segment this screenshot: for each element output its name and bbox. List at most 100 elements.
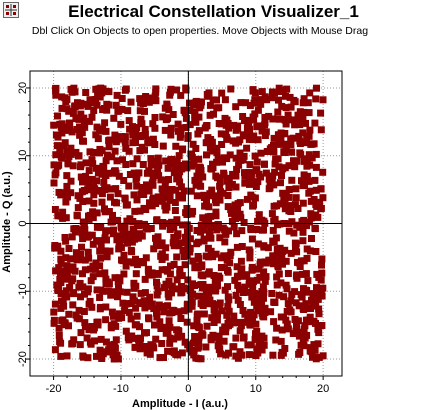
data-point xyxy=(313,84,320,92)
data-point xyxy=(206,101,214,109)
data-point xyxy=(141,131,149,138)
data-point xyxy=(158,266,166,274)
data-point xyxy=(193,227,201,234)
data-point xyxy=(239,307,247,314)
data-point xyxy=(88,303,96,311)
data-point xyxy=(230,319,238,327)
data-point xyxy=(122,201,130,209)
data-point xyxy=(62,189,70,197)
data-point xyxy=(55,324,63,332)
data-point xyxy=(312,163,320,171)
data-point xyxy=(277,313,285,321)
data-point xyxy=(159,142,167,150)
x-tick-label: 0 xyxy=(185,383,191,395)
data-point xyxy=(182,84,190,92)
data-point xyxy=(251,152,259,160)
data-point xyxy=(276,249,284,257)
data-point xyxy=(58,129,66,137)
data-point xyxy=(190,322,198,330)
data-point xyxy=(79,137,86,145)
data-point xyxy=(213,226,221,234)
data-point xyxy=(294,205,302,212)
data-point xyxy=(139,161,147,168)
data-point xyxy=(129,225,137,233)
data-point xyxy=(291,98,299,106)
data-point xyxy=(76,341,84,349)
data-point xyxy=(270,202,278,210)
data-point xyxy=(235,161,243,169)
data-point xyxy=(149,342,157,350)
data-point xyxy=(62,287,70,295)
data-point xyxy=(160,354,167,361)
data-point xyxy=(66,149,74,157)
data-point xyxy=(216,234,224,242)
data-point xyxy=(110,114,118,122)
data-point xyxy=(284,325,292,333)
data-point xyxy=(93,101,101,109)
data-point xyxy=(84,178,92,186)
data-point xyxy=(252,225,260,233)
data-point xyxy=(149,120,157,128)
data-point xyxy=(317,109,325,117)
data-point xyxy=(165,317,173,325)
data-point xyxy=(224,293,232,301)
data-point xyxy=(192,99,200,107)
data-point xyxy=(91,185,99,193)
data-point xyxy=(250,201,257,209)
data-point xyxy=(77,161,85,169)
data-point xyxy=(319,96,327,104)
data-point xyxy=(309,290,317,298)
data-point xyxy=(133,196,141,204)
data-point xyxy=(153,282,161,290)
data-point xyxy=(182,209,190,217)
data-point xyxy=(260,226,267,234)
data-point xyxy=(63,352,71,360)
data-point xyxy=(122,161,130,168)
data-point xyxy=(301,181,308,189)
data-point xyxy=(51,242,59,249)
data-point xyxy=(159,222,167,230)
data-point xyxy=(248,235,256,243)
data-point xyxy=(232,183,240,191)
data-point xyxy=(60,142,68,150)
data-point xyxy=(65,126,73,134)
data-point xyxy=(103,253,111,261)
data-point xyxy=(245,116,253,124)
data-point xyxy=(133,155,141,163)
data-point xyxy=(77,329,85,337)
data-point xyxy=(152,240,160,247)
data-point xyxy=(314,295,322,303)
data-point xyxy=(265,112,273,120)
data-point xyxy=(261,277,269,285)
data-point xyxy=(89,208,97,216)
data-point xyxy=(192,354,200,362)
data-point xyxy=(102,127,110,135)
y-axis-label: Amplitude - Q (a.u.) xyxy=(1,171,13,273)
data-point xyxy=(200,191,208,199)
data-point xyxy=(252,330,259,338)
data-point xyxy=(121,138,129,146)
data-point xyxy=(88,324,96,332)
data-point xyxy=(153,291,161,299)
data-point xyxy=(131,124,139,132)
data-point xyxy=(197,221,205,229)
data-point xyxy=(92,131,100,139)
data-point xyxy=(109,211,116,219)
data-point xyxy=(159,113,167,121)
data-point xyxy=(274,108,282,116)
data-point xyxy=(292,240,300,248)
data-point xyxy=(58,297,65,305)
data-point xyxy=(145,315,153,323)
data-point xyxy=(88,156,96,164)
data-point xyxy=(123,288,131,296)
data-point xyxy=(317,204,325,212)
data-point xyxy=(135,222,143,230)
data-point xyxy=(63,262,71,270)
data-point xyxy=(117,120,125,128)
data-point xyxy=(119,257,127,265)
data-point xyxy=(273,246,281,253)
data-point xyxy=(191,110,199,118)
data-point xyxy=(275,291,283,299)
data-point xyxy=(290,229,298,237)
